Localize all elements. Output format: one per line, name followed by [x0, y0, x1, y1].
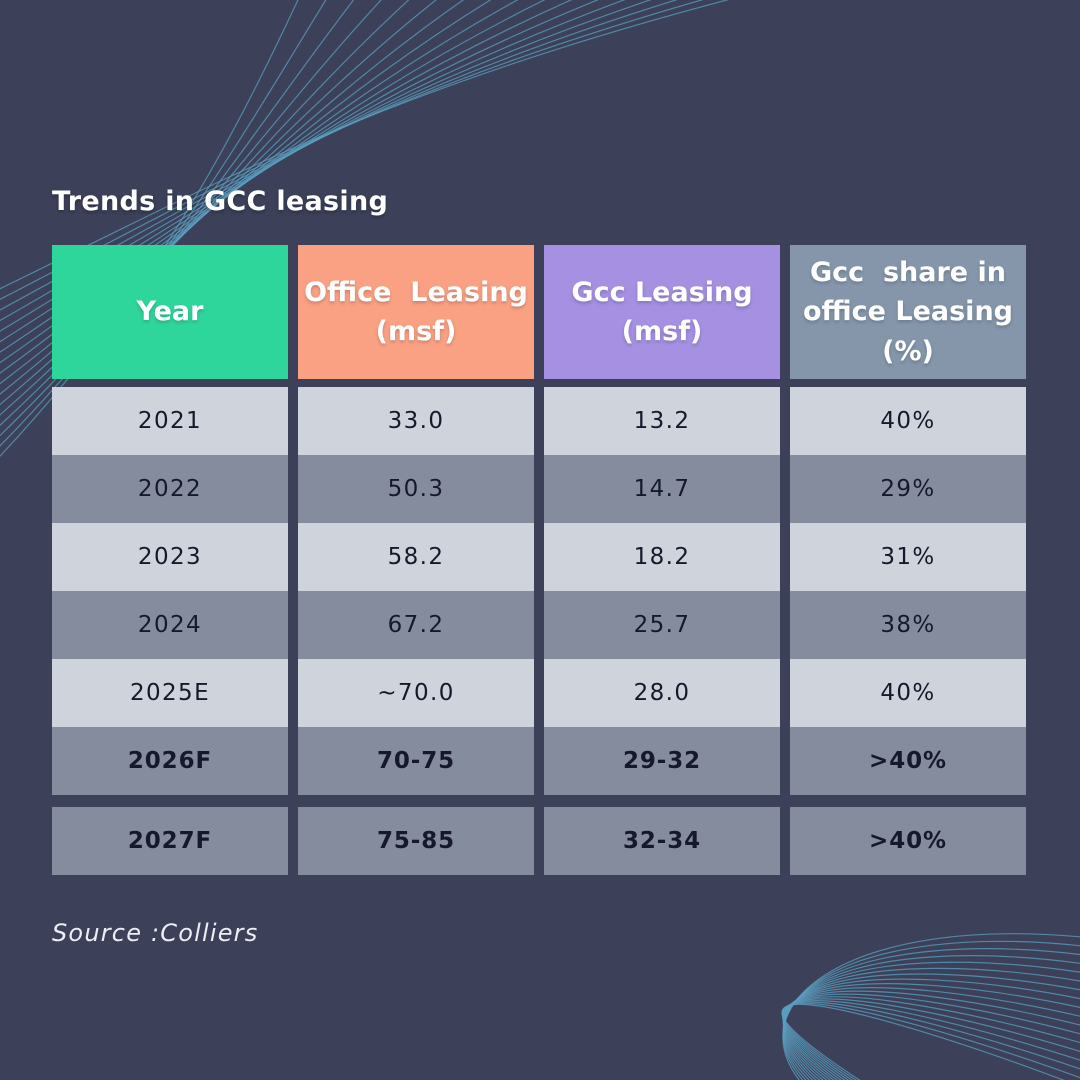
table-cell: 2021	[52, 387, 288, 455]
table-cell: 2023	[52, 523, 288, 591]
page-title: Trends in GCC leasing	[52, 186, 389, 217]
gcc-leasing-table: Year Office Leasing (msf) Gcc Leasing (msf…	[52, 245, 1026, 875]
table-cell: 14.7	[544, 455, 780, 523]
table-row: 2023 58.2 18.2 31%	[52, 523, 1026, 591]
table-cell: 2027F	[52, 807, 288, 875]
table-header-row: Year Office Leasing (msf) Gcc Leasing (msf…	[52, 245, 1026, 379]
table-cell: 31%	[790, 523, 1026, 591]
table-cell: 13.2	[544, 387, 780, 455]
table-cell: 70-75	[298, 727, 534, 795]
table-cell: 40%	[790, 387, 1026, 455]
wave-bottom-right-icon	[781, 933, 1080, 1080]
table-body: 2021 33.0 13.2 40% 2022 50.3 14.7 29% 2023 58.2 18…	[52, 387, 1026, 875]
table-row: 2025E ~70.0 28.0 40%	[52, 659, 1026, 727]
table-cell: 33.0	[298, 387, 534, 455]
table-header-cell: Office Leasing (msf)	[298, 245, 534, 379]
table-cell: 2024	[52, 591, 288, 659]
table-row: 2022 50.3 14.7 29%	[52, 455, 1026, 523]
table-cell: 50.3	[298, 455, 534, 523]
table-cell: 29%	[790, 455, 1026, 523]
source-attribution: Source :Colliers	[52, 919, 259, 947]
table-cell: >40%	[790, 727, 1026, 795]
table-header-cell: Gcc Leasing (msf)	[544, 245, 780, 379]
table-cell: 58.2	[298, 523, 534, 591]
table-cell: 67.2	[298, 591, 534, 659]
table-cell: 32-34	[544, 807, 780, 875]
table-header-cell: Gcc share in office Leasing (%)	[790, 245, 1026, 379]
table-row: 2026F 70-75 29-32 >40%	[52, 727, 1026, 795]
table-cell: 40%	[790, 659, 1026, 727]
table-cell: 2022	[52, 455, 288, 523]
table-header-cell: Year	[52, 245, 288, 379]
table-cell: ~70.0	[298, 659, 534, 727]
table-cell: 2025E	[52, 659, 288, 727]
table-cell: 38%	[790, 591, 1026, 659]
table-cell: 25.7	[544, 591, 780, 659]
table-cell: 29-32	[544, 727, 780, 795]
table-cell: 75-85	[298, 807, 534, 875]
table-row: 2024 67.2 25.7 38%	[52, 591, 1026, 659]
table-row: 2021 33.0 13.2 40%	[52, 387, 1026, 455]
table-row: 2027F 75-85 32-34 >40%	[52, 807, 1026, 875]
table-cell: >40%	[790, 807, 1026, 875]
table-cell: 18.2	[544, 523, 780, 591]
table-cell: 28.0	[544, 659, 780, 727]
table-cell: 2026F	[52, 727, 288, 795]
